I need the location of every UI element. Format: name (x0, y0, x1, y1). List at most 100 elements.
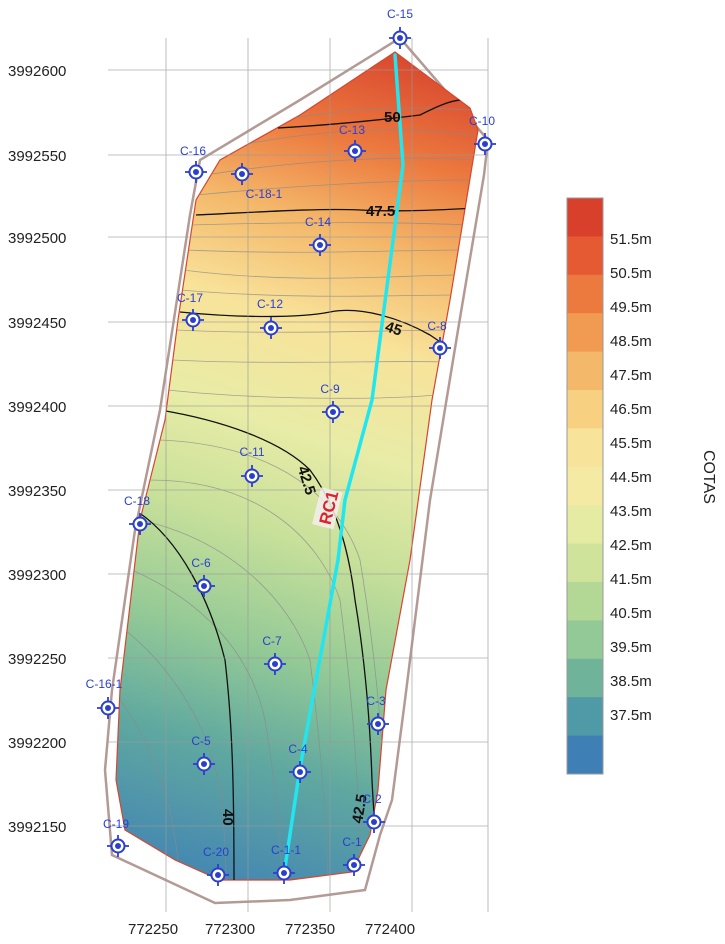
survey-point: C-5 (191, 734, 215, 775)
survey-point-marker (273, 862, 295, 884)
survey-points: C-15 C-10 C-13 C-16 C-18-1 C-14 C-17 C-12 C-8 C-9… (86, 7, 496, 886)
legend-label: 50.5m (610, 265, 652, 282)
survey-point-marker (97, 697, 119, 719)
survey-point-label: C-15 (387, 7, 413, 21)
survey-point-marker (129, 513, 151, 535)
survey-point-marker (207, 864, 229, 886)
survey-point-label: C-13 (339, 123, 365, 137)
survey-point: C-11 (239, 445, 265, 487)
legend-swatch (567, 658, 603, 698)
survey-point-marker (107, 835, 129, 857)
y-tick: 3992400 (8, 399, 66, 416)
x-tick: 772250 (128, 921, 178, 938)
survey-point-marker (429, 337, 451, 359)
legend-swatch (567, 313, 603, 353)
contour-label: 42.5 (349, 793, 371, 825)
y-tick: 3992350 (8, 483, 66, 500)
y-tick: 3992150 (8, 819, 66, 836)
survey-point-label: C-10 (469, 114, 495, 128)
survey-point: C-16-1 (86, 677, 123, 719)
y-axis: 3992600 3992550 3992500 3992450 3992400 … (8, 63, 66, 836)
survey-point: C-17 (177, 291, 204, 331)
survey-point: C-3 (366, 694, 389, 735)
legend-label: 47.5m (610, 367, 652, 384)
x-tick: 772300 (205, 921, 255, 938)
survey-point-label: C-4 (288, 742, 308, 756)
legend-label: 51.5m (610, 231, 652, 248)
legend-swatch (567, 428, 603, 468)
survey-point-label: C-12 (257, 297, 283, 311)
survey-point: C-6 (191, 556, 215, 597)
survey-point-label: C-1-1 (271, 843, 301, 857)
survey-point: C-10 (469, 114, 496, 155)
legend-label: 46.5m (610, 401, 652, 418)
survey-point: C-12 (257, 297, 283, 339)
x-tick: 772350 (285, 921, 335, 938)
legend-label: 38.5m (610, 673, 652, 690)
survey-point-label: C-8 (427, 319, 447, 333)
survey-point-label: C-11 (239, 445, 264, 459)
legend-swatch (567, 505, 603, 545)
survey-point-marker (322, 401, 344, 423)
legend-swatch (567, 697, 603, 737)
survey-point-label: C-19 (103, 817, 129, 831)
legend-swatch (567, 735, 603, 775)
survey-boundary (103, 36, 490, 905)
survey-point: C-18-1 (231, 163, 283, 201)
survey-point: C-14 (305, 215, 331, 256)
x-tick: 772400 (365, 921, 415, 938)
y-tick: 3992250 (8, 651, 66, 668)
survey-point-label: C-14 (305, 215, 331, 229)
survey-point-label: C-20 (203, 845, 229, 859)
legend-swatch (567, 582, 603, 621)
contour-label: 47.5 (366, 203, 395, 220)
grid (108, 38, 489, 912)
legend-swatch (567, 543, 603, 583)
legend: 51.5m 50.5m 49.5m 48.5m 47.5m 46.5m 45.5… (566, 197, 717, 775)
survey-point-label: C-5 (191, 734, 211, 748)
survey-point: C-9 (320, 382, 344, 423)
legend-swatch (567, 236, 603, 276)
survey-point-marker (344, 140, 366, 162)
survey-point-marker (264, 653, 286, 675)
legend-label: 42.5m (610, 537, 652, 554)
legend-label: 37.5m (610, 707, 652, 724)
y-tick: 3992600 (8, 63, 66, 80)
legend-swatch (567, 390, 603, 429)
survey-point-marker (343, 854, 365, 876)
legend-swatch (567, 466, 603, 506)
survey-point-label: C-18 (124, 494, 150, 508)
survey-point-label: C-3 (366, 694, 386, 708)
x-axis: 772250 772300 772350 772400 (128, 921, 415, 938)
legend-label: 43.5m (610, 503, 652, 520)
rc1-label: RC1 (312, 487, 343, 530)
legend-swatch (567, 620, 603, 660)
survey-point: C-16 (180, 144, 207, 183)
y-tick: 3992200 (8, 735, 66, 752)
legend-label: 48.5m (610, 333, 652, 350)
major-contours (137, 99, 477, 880)
survey-point: C-19 (103, 817, 129, 857)
legend-swatch (567, 198, 603, 237)
y-tick: 3992300 (8, 567, 66, 584)
survey-point-label: C-18-1 (246, 187, 283, 201)
survey-point-label: C-1 (342, 835, 362, 849)
contour-lines (119, 107, 477, 880)
survey-point: C-7 (262, 634, 286, 675)
survey-point-marker (241, 465, 263, 487)
survey-point: C-15 (387, 7, 413, 49)
legend-label: 41.5m (610, 571, 652, 588)
survey-point-label: C-6 (191, 556, 211, 570)
y-tick: 3992450 (8, 315, 66, 332)
survey-point-label: C-7 (262, 634, 282, 648)
survey-point-marker (309, 234, 331, 256)
survey-point-marker (185, 161, 207, 183)
survey-point: C-13 (339, 123, 366, 162)
survey-point: C-1 (342, 835, 365, 876)
legend-frame (566, 197, 604, 775)
legend-label: 40.5m (610, 605, 652, 622)
legend-label: 45.5m (610, 435, 652, 452)
survey-point: C-4 (288, 742, 311, 783)
survey-point-marker (363, 811, 385, 833)
